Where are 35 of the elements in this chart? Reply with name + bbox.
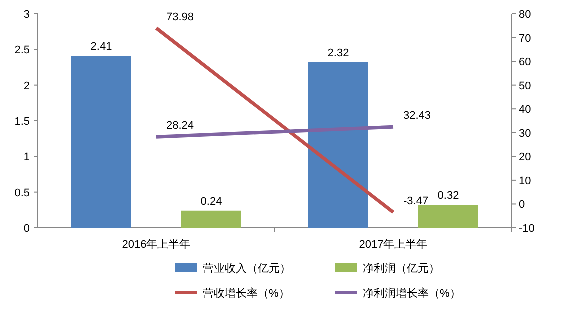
bar [308, 62, 368, 228]
y2-tick-label: 10 [519, 175, 532, 188]
data-label: 0.24 [200, 196, 222, 208]
x-tick-label: 2017年上半年 [359, 238, 428, 251]
legend-label: 净利润（亿元） [363, 262, 440, 275]
data-label: 2.32 [328, 48, 350, 60]
y-tick-label: 0 [24, 223, 30, 235]
y-tick-label: 2 [24, 80, 30, 92]
y-tick-label: 0.5 [14, 187, 30, 200]
legend-label: 净利润增长率（%） [363, 287, 461, 300]
y2-tick-label: -10 [519, 223, 535, 235]
bar [182, 210, 242, 228]
y-tick-label: 1 [24, 152, 30, 164]
data-label: 28.24 [166, 120, 194, 132]
y2-tick-label: 50 [519, 80, 532, 92]
data-label: 73.98 [166, 11, 194, 24]
y2-tick-label: 60 [519, 56, 532, 69]
y2-tick-label: 30 [519, 128, 532, 140]
y2-tick-label: 70 [519, 32, 532, 45]
data-label: 32.43 [404, 110, 432, 122]
data-label: 0.32 [438, 190, 460, 202]
y2-tick-label: 40 [519, 104, 532, 116]
data-label: -3.47 [404, 195, 429, 208]
y2-tick-label: 20 [519, 152, 532, 164]
x-tick-label: 2016年上半年 [122, 238, 191, 251]
bar [72, 56, 132, 228]
y-tick-label: 1.5 [14, 116, 30, 128]
y2-tick-label: 80 [519, 9, 532, 21]
legend-label: 营收增长率（%） [203, 287, 290, 300]
data-label: 2.41 [90, 41, 112, 54]
bar [418, 205, 478, 228]
legend-label: 营业收入（亿元） [203, 262, 291, 275]
y-tick-label: 2.5 [14, 44, 30, 57]
y-tick-label: 3 [24, 9, 30, 21]
y2-tick-label: 0 [519, 199, 526, 212]
